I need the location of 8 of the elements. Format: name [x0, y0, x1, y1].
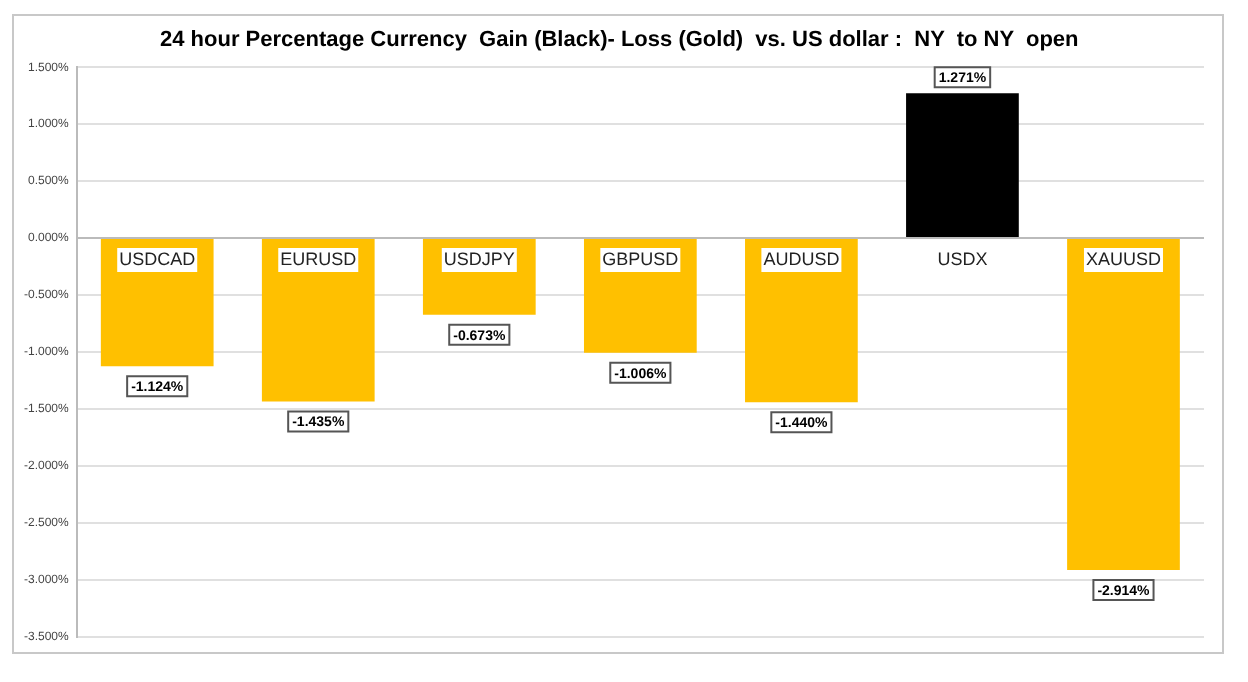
x-tick-label: USDJPY	[443, 249, 515, 270]
x-tick-label: XAUUSD	[1085, 249, 1162, 270]
x-tick-label: USDCAD	[119, 249, 197, 270]
chart-title: 24 hour Percentage Currency Gain (Black)- Loss (Gold) vs. US dollar : NY to NY open	[160, 28, 1079, 52]
x-tick-label: GBPUSD	[602, 249, 680, 270]
x-tick-label: AUDUSD	[763, 249, 841, 270]
x-tick-label: USDX	[937, 249, 988, 270]
x-tick-label: EURUSD	[280, 249, 358, 270]
